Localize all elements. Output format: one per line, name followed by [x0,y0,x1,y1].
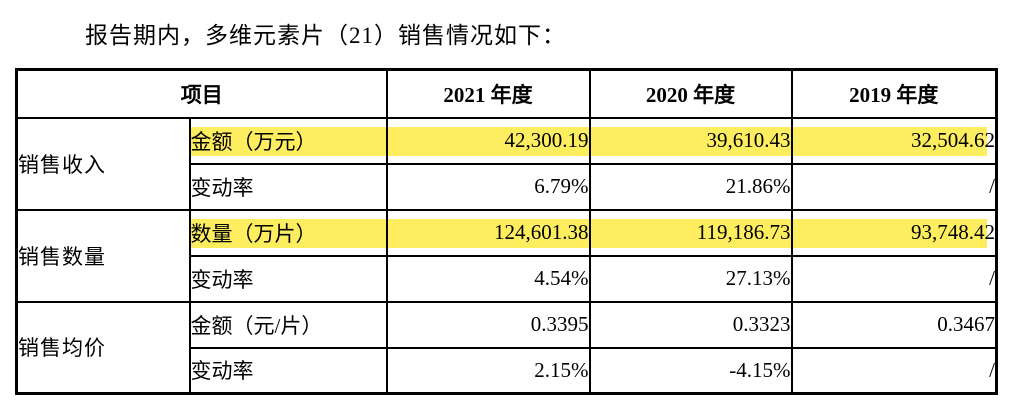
cell-value-2021: 42,300.19 [385,116,591,165]
cell-value-2020: 0.3323 [588,300,793,349]
row-label: 变动率 [188,254,388,303]
row-label: 变动率 [188,162,388,211]
cell-value-2019: 32,504.62 [790,116,998,165]
cell-value-2021: 0.3395 [385,300,591,349]
cell-value-2019: 93,748.42 [790,208,998,257]
row-label: 金额（万元） [188,116,388,165]
document-title: 报告期内，多维元素片（21）销售情况如下： [85,23,566,48]
cell-value-2019: / [790,346,998,395]
group-label-average-price: 销售均价 [15,300,191,395]
cell-value-2019: 0.3467 [790,300,998,349]
cell-value-2020: 39,610.43 [588,116,793,165]
cell-value-2019: / [790,162,998,211]
cell-value-2021: 6.79% [385,162,591,211]
cell-value-2021: 4.54% [385,254,591,303]
cell-value-2020: -4.15% [588,346,793,395]
header-2021: 2021 年度 [385,68,591,119]
row-label: 变动率 [188,346,388,395]
table-row: 变动率 6.79% 21.86% / [17,162,998,211]
table-row: 变动率 2.15% -4.15% / [17,346,998,395]
table-row: 销售数量 数量（万片） 124,601.38 119,186.73 93,748… [15,208,998,303]
cell-value-2020: 27.13% [588,254,793,303]
cell-value-2020: 119,186.73 [588,208,793,257]
row-label: 数量（万片） [188,208,388,257]
sales-table: 项目 2021 年度 2020 年度 2019 年度 销售收入 金额（万元） 4… [15,68,998,395]
table-row: 销售均价 金额（元/片） 0.3395 0.3323 0.3467 [15,300,998,395]
header-item: 项目 [15,68,388,119]
header-2019: 2019 年度 [790,68,998,119]
group-label-sales-revenue: 销售收入 [15,116,191,211]
table-row: 销售收入 金额（万元） 42,300.19 39,610.43 32,504.6… [15,116,998,211]
group-label-sales-volume: 销售数量 [15,208,191,303]
header-row: 项目 2021 年度 2020 年度 2019 年度 [15,68,998,119]
cell-value-2021: 2.15% [385,346,591,395]
row-label: 金额（元/片） [188,300,388,349]
table-row: 变动率 4.54% 27.13% / [17,254,998,303]
header-2020: 2020 年度 [588,68,793,119]
cell-value-2019: / [790,254,998,303]
cell-value-2020: 21.86% [588,162,793,211]
cell-value-2021: 124,601.38 [385,208,591,257]
